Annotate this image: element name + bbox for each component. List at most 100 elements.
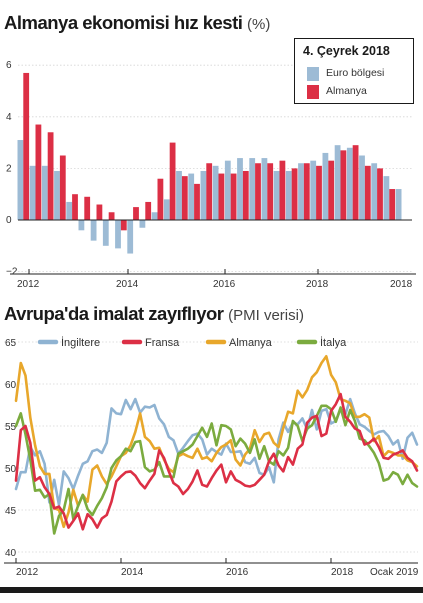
legend-swatch-germany <box>307 85 319 99</box>
bar-germany <box>84 196 91 220</box>
legend-label: Almanya <box>229 337 273 349</box>
bar-euro <box>371 163 378 220</box>
bar-germany <box>267 163 274 220</box>
bar-euro <box>285 170 292 220</box>
chart1-unit: (%) <box>247 16 271 33</box>
x-tick-label: 2018 <box>390 279 413 290</box>
bar-germany <box>340 150 347 220</box>
bar-euro <box>17 140 24 220</box>
legend-label-euro: Euro bölgesi <box>326 67 385 79</box>
gdp-bar-chart: −2 0 2 4 6 2012 2014 2016 2018 2018 <box>6 60 416 290</box>
legend-label: İtalya <box>320 336 347 349</box>
bar-euro <box>212 165 219 220</box>
bar-euro <box>90 220 97 241</box>
legend-item-germany: Almanya <box>205 337 273 349</box>
bar-germany <box>230 173 237 220</box>
bar-germany <box>389 189 396 220</box>
line-italy <box>14 404 419 535</box>
legend-label-germany: Almanya <box>326 85 367 97</box>
bar-germany <box>206 163 213 220</box>
bar-euro <box>29 165 36 220</box>
bar-germany <box>47 132 54 220</box>
bar-germany <box>279 160 286 220</box>
x-tick-label: 2016 <box>226 567 249 578</box>
bar-euro <box>346 147 353 220</box>
legend-swatch-euro <box>307 67 319 81</box>
bar-germany <box>328 160 335 220</box>
bar-germany <box>145 201 152 220</box>
bar-euro <box>273 170 280 220</box>
bar-germany <box>133 207 139 220</box>
legend-item-uk: İngiltere <box>37 336 100 349</box>
bar-euro <box>151 212 158 220</box>
chart1-legend: 4. Çeyrek 2018 Euro bölgesi Almanya <box>294 38 414 104</box>
bar-euro <box>127 220 134 254</box>
legend-label: Fransa <box>145 337 180 349</box>
legend-item-italy: İtalya <box>296 336 347 349</box>
legend-item-france: Fransa <box>121 337 180 349</box>
chart2-unit: (PMI verisi) <box>228 307 304 324</box>
bar-euro <box>224 160 231 220</box>
bar-germany <box>316 165 322 220</box>
bar-euro <box>41 165 48 220</box>
bar-germany <box>59 155 66 220</box>
bar-euro <box>200 170 207 220</box>
bar-germany <box>218 173 225 220</box>
bar-euro <box>139 220 146 228</box>
bar-euro <box>102 220 109 246</box>
bar-euro <box>383 176 390 220</box>
bar-germany <box>303 163 310 220</box>
bar-germany <box>157 178 164 220</box>
bar-euro <box>322 152 329 220</box>
legend-label: İngiltere <box>61 336 100 349</box>
x-tick-label: 2014 <box>121 567 144 578</box>
bar-euro <box>188 173 195 220</box>
bar-euro <box>395 189 402 220</box>
y-tick-label: −2 <box>6 267 18 278</box>
bar-germany <box>352 145 359 220</box>
bar-euro <box>261 158 268 220</box>
bar-germany <box>291 168 298 220</box>
bar-germany <box>255 163 261 220</box>
bar-germany <box>169 142 176 220</box>
x-tick-label: 2012 <box>16 567 39 578</box>
x-tick-label: 2014 <box>116 279 139 290</box>
bar-euro <box>359 155 365 220</box>
bar-germany <box>35 124 42 220</box>
bar-germany <box>72 194 78 220</box>
bar-germany <box>194 183 200 220</box>
x-tick-label: 2012 <box>17 279 40 290</box>
bar-euro <box>176 170 182 220</box>
x-tick-label: 2016 <box>213 279 236 290</box>
chart2-title: Avrupa'da imalat zayıflıyor (PMI verisi) <box>4 303 304 324</box>
bar-euro <box>66 201 73 220</box>
footer-bar <box>0 587 423 593</box>
bar-euro <box>54 170 60 220</box>
y-tick-label: 2 <box>6 163 12 174</box>
bar-euro <box>115 220 121 249</box>
bar-germany <box>181 176 188 220</box>
bar-euro <box>237 158 243 220</box>
bar-germany <box>23 72 30 220</box>
x-tick-label: 2018 <box>306 279 329 290</box>
x-tick-label: 2018 <box>331 567 354 578</box>
bar-euro <box>163 199 170 220</box>
bar-euro <box>310 160 317 220</box>
bar-germany <box>108 212 115 220</box>
bar-germany <box>364 165 371 220</box>
y-tick-label: 0 <box>6 215 12 226</box>
y-tick-label: 50 <box>5 464 17 475</box>
legend-title: 4. Çeyrek 2018 <box>303 44 390 58</box>
y-tick-label: 6 <box>6 60 12 71</box>
chart1-title: Almanya ekonomisi hız kesti (%) <box>4 12 271 33</box>
bar-euro <box>334 145 341 220</box>
y-tick-label: 40 <box>5 548 17 559</box>
line-france <box>14 392 419 531</box>
x-tick-label: Ocak 2019 <box>370 567 419 578</box>
bar-germany <box>96 204 103 220</box>
y-tick-label: 4 <box>6 112 12 123</box>
y-tick-label: 45 <box>5 506 17 517</box>
y-tick-label: 55 <box>5 422 17 433</box>
